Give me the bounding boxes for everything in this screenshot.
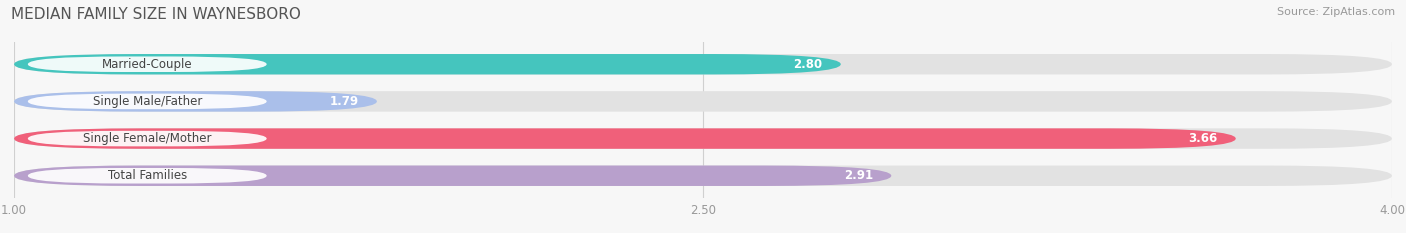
- FancyBboxPatch shape: [14, 54, 1392, 75]
- FancyBboxPatch shape: [14, 165, 891, 186]
- Text: 1.79: 1.79: [329, 95, 359, 108]
- Text: 2.91: 2.91: [844, 169, 873, 182]
- FancyBboxPatch shape: [14, 91, 377, 112]
- Text: 3.66: 3.66: [1188, 132, 1218, 145]
- FancyBboxPatch shape: [28, 94, 267, 109]
- FancyBboxPatch shape: [28, 131, 267, 146]
- FancyBboxPatch shape: [14, 54, 841, 75]
- Text: Source: ZipAtlas.com: Source: ZipAtlas.com: [1277, 7, 1395, 17]
- FancyBboxPatch shape: [28, 168, 267, 184]
- Text: Total Families: Total Families: [108, 169, 187, 182]
- FancyBboxPatch shape: [14, 165, 1392, 186]
- Text: MEDIAN FAMILY SIZE IN WAYNESBORO: MEDIAN FAMILY SIZE IN WAYNESBORO: [11, 7, 301, 22]
- FancyBboxPatch shape: [14, 91, 1392, 112]
- FancyBboxPatch shape: [28, 56, 267, 72]
- Text: 2.80: 2.80: [793, 58, 823, 71]
- Text: Single Male/Father: Single Male/Father: [93, 95, 202, 108]
- Text: Married-Couple: Married-Couple: [103, 58, 193, 71]
- FancyBboxPatch shape: [14, 128, 1236, 149]
- FancyBboxPatch shape: [14, 128, 1392, 149]
- Text: Single Female/Mother: Single Female/Mother: [83, 132, 211, 145]
